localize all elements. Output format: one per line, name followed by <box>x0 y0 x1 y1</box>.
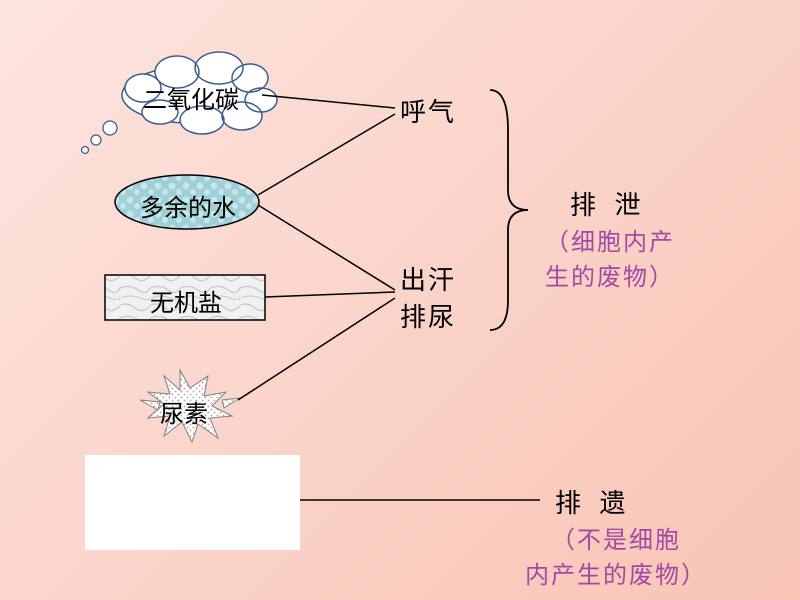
right-paixie-label: 排 泄 <box>570 185 647 222</box>
brace-excretion <box>490 90 528 330</box>
node-salt-label: 无机盐 <box>150 283 222 318</box>
mid-sweat-label-2: 排尿 <box>400 297 456 334</box>
mid-sweat-label-1: 出汗 <box>400 260 456 297</box>
right-paiyi-sub: （不是细胞 内产生的废物） <box>525 520 707 590</box>
mid-breath: 呼气 <box>400 92 456 129</box>
right-paiyi-sub-1: （不是细胞 <box>551 520 681 555</box>
node-urea-label: 尿素 <box>160 394 208 429</box>
blank-box <box>85 455 300 550</box>
node-water-label: 多余的水 <box>140 188 236 223</box>
right-paixie-sub-2: 生的废物） <box>545 257 675 292</box>
diagram-canvas: 二氧化碳 多余的水 无机盐 尿素 呼气 出汗 排尿 排 泄 （细胞内产 生的废物… <box>0 0 800 600</box>
right-paiyi-sub-2: 内产生的废物） <box>525 555 707 590</box>
right-paixie-sub: （细胞内产 生的废物） <box>545 222 675 292</box>
node-co2-label: 二氧化碳 <box>143 80 239 115</box>
mid-breath-label: 呼气 <box>400 92 456 129</box>
right-paixie-sub-1: （细胞内产 <box>545 222 675 257</box>
right-paixie: 排 泄 <box>570 185 647 222</box>
edges <box>238 95 395 400</box>
right-paiyi-label: 排 遗 <box>555 483 632 520</box>
mid-sweat: 出汗 排尿 <box>400 260 456 334</box>
right-paiyi: 排 遗 <box>555 483 632 520</box>
